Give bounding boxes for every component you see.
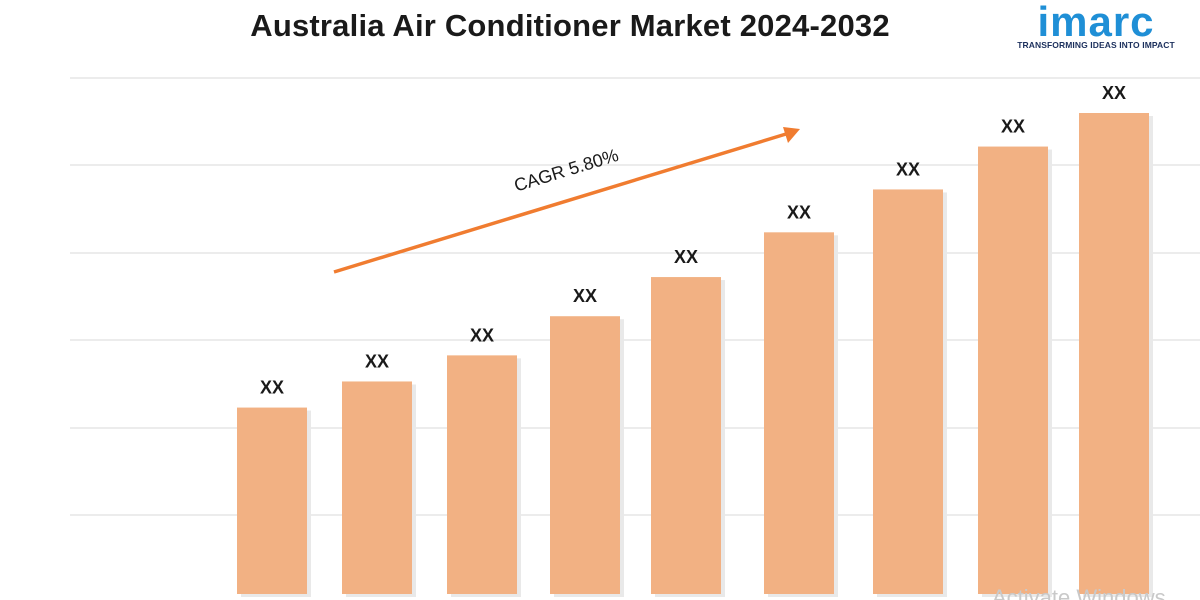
imarc-logo: imarc TRANSFORMING IDEAS INTO IMPACT — [1010, 0, 1182, 52]
activate-windows-watermark: Activate Windows — [992, 585, 1166, 600]
data-label: XX — [674, 247, 698, 267]
data-label: XX — [787, 202, 811, 222]
logo-wordmark: imarc — [1037, 0, 1155, 45]
bar — [873, 189, 943, 594]
data-label: XX — [1102, 83, 1126, 103]
cagr-arrow-head — [783, 127, 800, 143]
data-label: XX — [470, 325, 494, 345]
logo-tagline: TRANSFORMING IDEAS INTO IMPACT — [1017, 40, 1175, 50]
bar — [447, 355, 517, 594]
bar — [237, 407, 307, 594]
bar — [1079, 113, 1149, 594]
bar — [550, 316, 620, 594]
data-label: XX — [365, 351, 389, 371]
bar — [764, 232, 834, 595]
chart-title: Australia Air Conditioner Market 2024-20… — [250, 8, 890, 43]
bar — [651, 277, 721, 594]
bars — [237, 113, 1153, 598]
data-label: XX — [260, 378, 284, 398]
bar — [978, 146, 1048, 594]
data-labels: XX XX XX XX XX XX XX XX XX — [260, 83, 1126, 398]
cagr-annotation: CAGR 5.80% — [333, 127, 800, 274]
data-label: XX — [896, 159, 920, 179]
cagr-arrow-line — [333, 132, 787, 274]
bar — [342, 381, 412, 594]
data-label: XX — [573, 286, 597, 306]
data-label: XX — [1001, 117, 1025, 137]
